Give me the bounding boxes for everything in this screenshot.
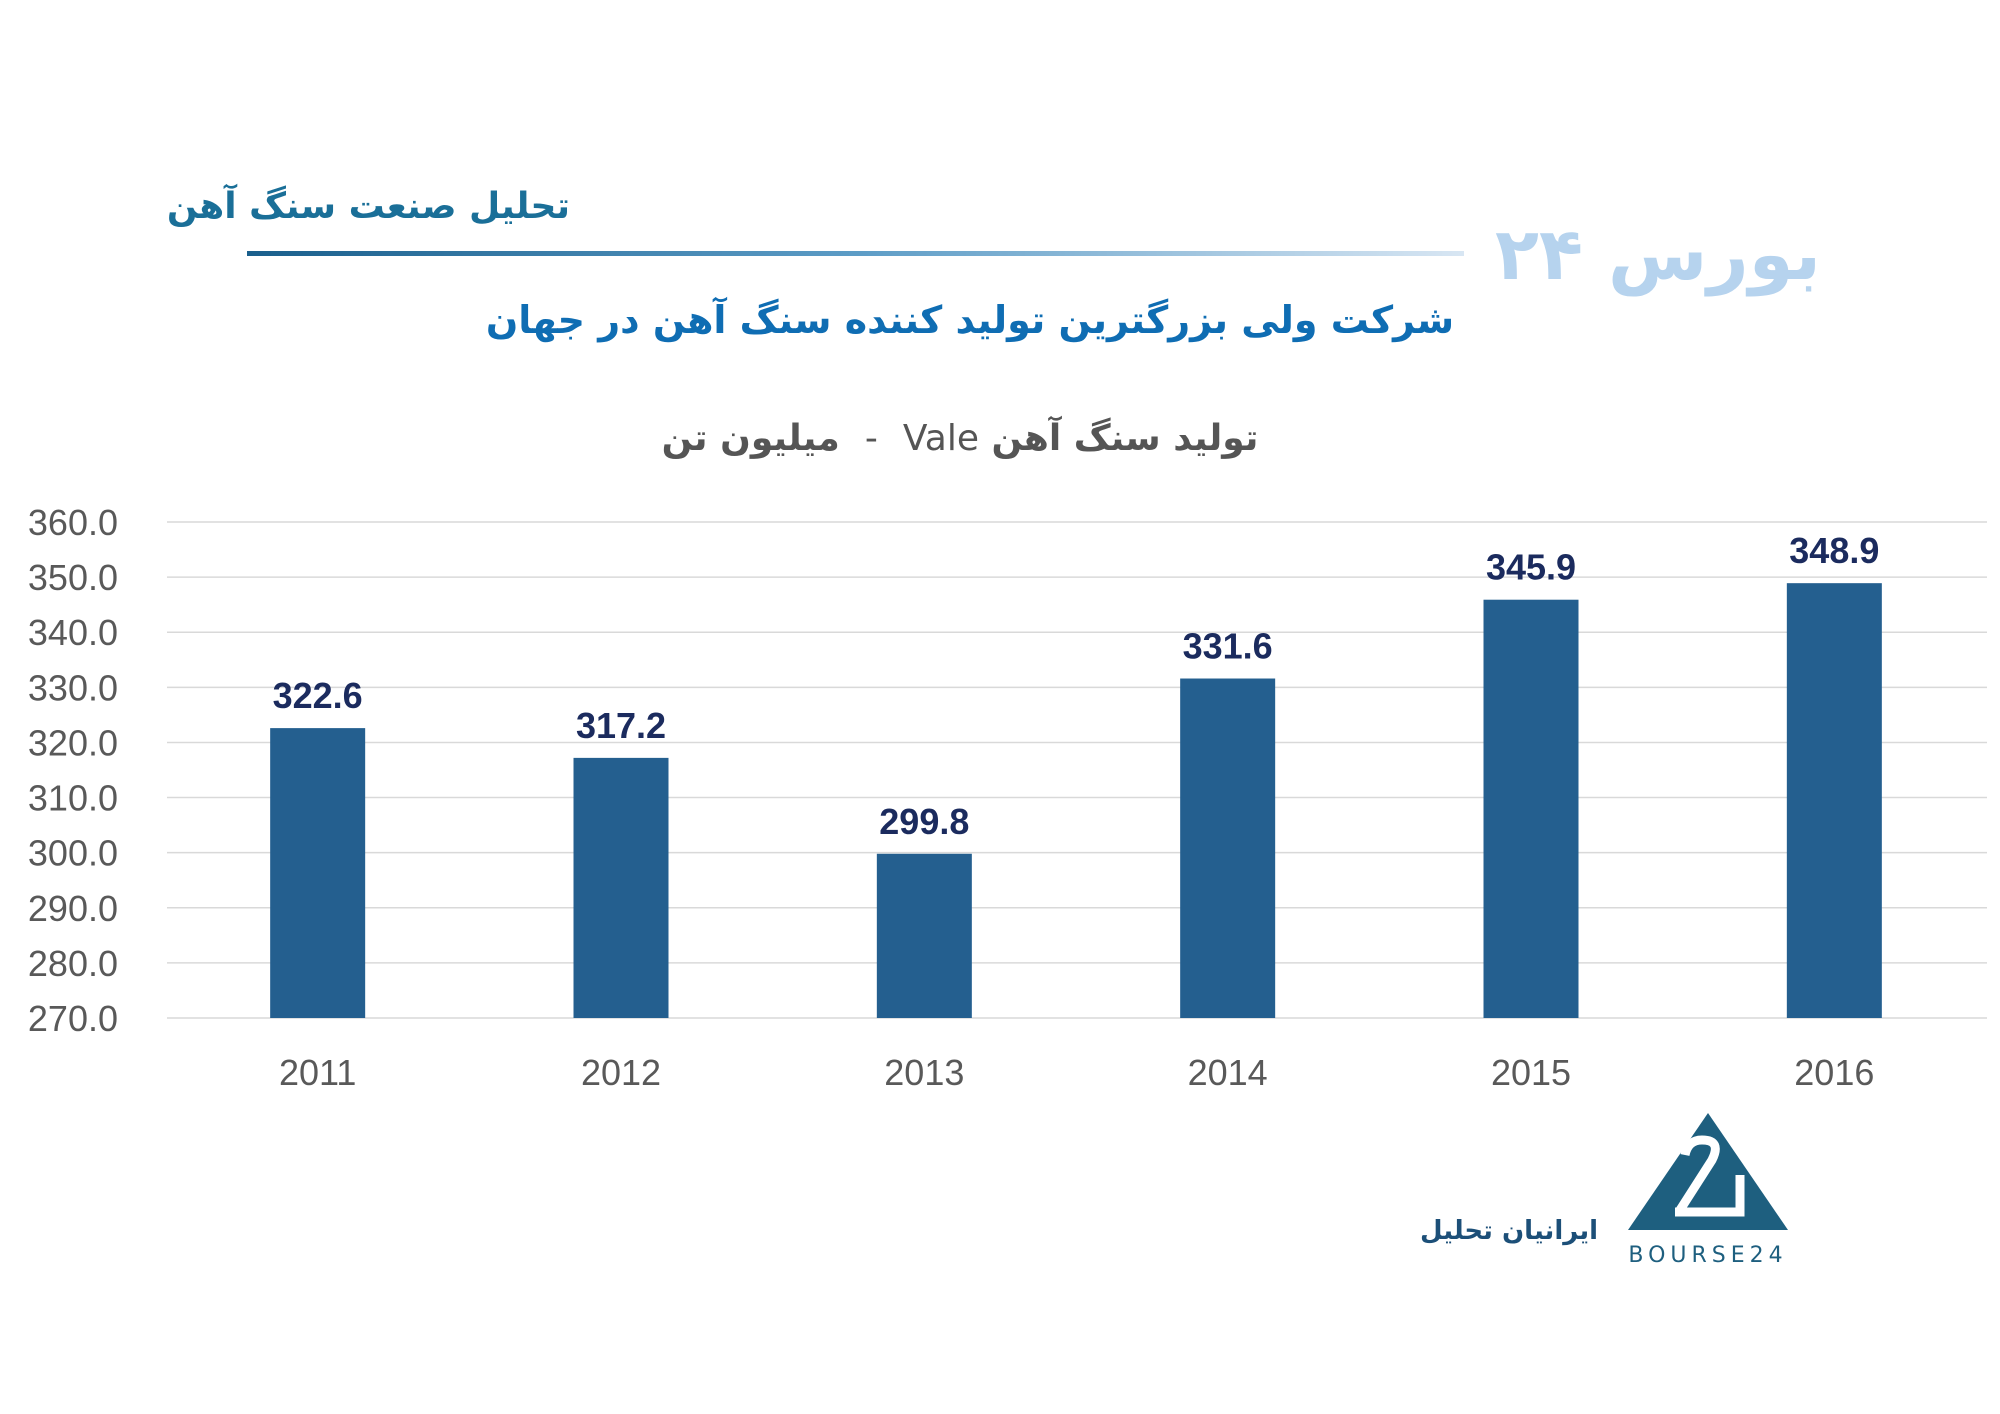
y-tick-label: 280.0 xyxy=(28,943,118,984)
data-label: 345.9 xyxy=(1486,547,1576,588)
bourse24-watermark-logo: بورس ۲۴ xyxy=(1495,212,1821,296)
y-tick-label: 360.0 xyxy=(28,502,118,543)
chart-title-sep: - xyxy=(864,418,878,459)
data-label: 299.8 xyxy=(879,801,969,842)
y-tick-label: 320.0 xyxy=(28,722,118,763)
y-tick-label: 300.0 xyxy=(28,833,118,874)
data-label: 322.6 xyxy=(273,675,363,716)
bar xyxy=(1483,599,1579,1018)
footer-company: ایرانیان تحلیل xyxy=(1420,1216,1599,1246)
x-tick-label: 2016 xyxy=(1794,1052,1874,1093)
chart-title-unit: میلیون تن xyxy=(661,418,840,459)
y-tick-label: 270.0 xyxy=(28,998,118,1039)
x-tick-label: 2013 xyxy=(884,1052,964,1093)
header-divider xyxy=(247,251,1464,256)
bar xyxy=(876,853,972,1018)
section-title: تحلیل صنعت سنگ آهن xyxy=(166,186,570,227)
data-label: 317.2 xyxy=(576,705,666,746)
y-tick-label: 350.0 xyxy=(28,557,118,598)
page-title: شرکت ولی بزرگترین تولید کننده سنگ آهن در… xyxy=(485,298,1455,342)
y-tick-label: 310.0 xyxy=(28,778,118,819)
y-tick-label: 330.0 xyxy=(28,667,118,708)
y-tick-label: 290.0 xyxy=(28,888,118,929)
bar xyxy=(270,728,366,1018)
bar xyxy=(1180,678,1276,1018)
chart-title-fa: تولید سنگ آهن xyxy=(991,418,1259,459)
y-tick-label: 340.0 xyxy=(28,612,118,653)
x-tick-label: 2011 xyxy=(279,1052,356,1093)
x-tick-label: 2012 xyxy=(581,1052,661,1093)
bar xyxy=(573,757,669,1018)
chart-title: تولید سنگ آهن Vale - میلیون تن xyxy=(0,418,1920,459)
x-tick-label: 2015 xyxy=(1491,1052,1571,1093)
x-tick-label: 2014 xyxy=(1188,1052,1268,1093)
data-label: 331.6 xyxy=(1183,626,1273,667)
bar xyxy=(1786,583,1882,1018)
chart-title-en: Vale xyxy=(902,418,979,459)
data-label: 348.9 xyxy=(1789,530,1879,571)
